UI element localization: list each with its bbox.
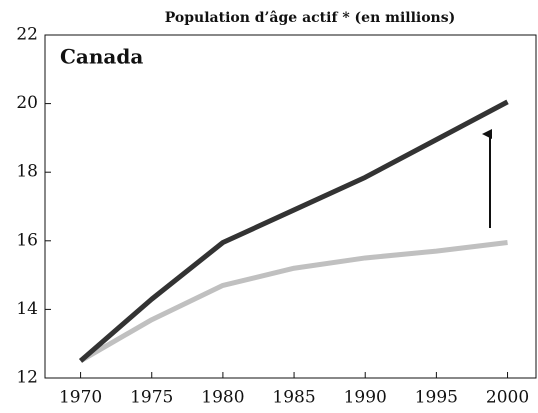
series-line xyxy=(79,240,508,364)
x-tick-label: 1985 xyxy=(272,388,315,408)
plot-frame xyxy=(44,34,537,379)
y-tick-label: 14 xyxy=(16,299,38,319)
y-tick-label: 22 xyxy=(16,25,38,45)
x-tick-label: 2000 xyxy=(486,388,529,408)
y-tick-label: 12 xyxy=(16,368,38,388)
chart-title: Population d’âge actif * (en millions) xyxy=(165,10,456,26)
x-tick-label: 1980 xyxy=(201,388,244,408)
x-tick-label: 1990 xyxy=(344,388,387,408)
annotation: Canada xyxy=(60,45,143,69)
y-tick-label: 18 xyxy=(16,162,38,182)
x-tick-label: 1975 xyxy=(130,388,173,408)
x-tick-label: 1995 xyxy=(415,388,458,408)
y-tick-label: 16 xyxy=(16,230,38,250)
x-tick-label: 1970 xyxy=(59,388,102,408)
y-tick-label: 20 xyxy=(16,93,38,113)
series-line xyxy=(78,99,509,363)
